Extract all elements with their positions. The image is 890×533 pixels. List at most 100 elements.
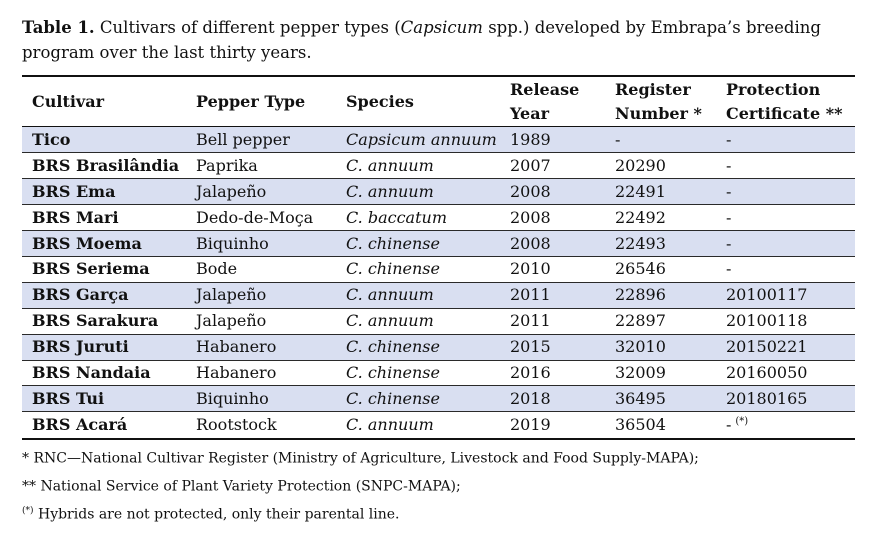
cell-cultivar: BRS Garça — [22, 281, 186, 309]
cell-species-text: C. annuum — [346, 414, 434, 434]
cell-cultivar-text: BRS Brasilândia — [32, 155, 180, 175]
cell-pepper-type-text: Biquinho — [196, 233, 269, 253]
header-cultivar: Cultivar — [32, 91, 105, 111]
cell-cultivar: BRS Mari — [22, 204, 186, 231]
cell-cultivar: BRS Nandaia — [22, 359, 186, 386]
cell-cultivar-text: BRS Ema — [32, 181, 116, 201]
cell-register-number-text: - — [615, 129, 621, 149]
table-row: BRS Tui Biquinho C. chinense 2018 36495 20180… — [22, 385, 855, 412]
cell-species-text: Capsicum annuum — [346, 129, 497, 149]
cell-species-text: C. chinense — [346, 337, 440, 357]
cell-release-year: 2015 — [500, 333, 605, 361]
cell-protection-certificate-text: - — [726, 414, 732, 434]
cell-pepper-type-text: Paprika — [196, 155, 258, 175]
cell-species-text: C. baccatum — [346, 207, 447, 227]
cell-release-year: 2010 — [500, 255, 605, 283]
caption-genus: Capsicum — [400, 18, 483, 37]
cell-protection-certificate-text: - — [726, 259, 732, 279]
cell-species: C. chinense — [336, 333, 500, 361]
cell-register-number-text: 22491 — [615, 181, 666, 201]
header-rule — [22, 126, 855, 127]
cell-protection-certificate: - — [716, 230, 855, 257]
cell-protection-certificate: - — [716, 127, 855, 153]
cell-register-number: 20290 — [605, 152, 716, 179]
table-header: Cultivar Pepper Type Species Release Yea… — [22, 77, 855, 127]
cell-register-number-text: 22896 — [615, 285, 666, 305]
cell-release-year-text: 2008 — [510, 207, 551, 227]
table-top-rule — [22, 75, 855, 77]
cell-pepper-type: Bode — [186, 255, 336, 283]
cell-pepper-type: Jalapeño — [186, 178, 336, 205]
table-row: BRS Nandaia Habanero C. chinense 2016 32009 2… — [22, 359, 855, 386]
cell-cultivar: BRS Brasilândia — [22, 152, 186, 179]
cell-species: C. chinense — [336, 359, 500, 386]
cell-register-number-text: 32009 — [615, 362, 666, 382]
cell-release-year-text: 2007 — [510, 155, 551, 175]
footnote-text: Hybrids are not protected, only their pa… — [33, 506, 400, 523]
cell-protection-certificate-text: 20100117 — [726, 285, 808, 305]
cell-register-number: 32010 — [605, 333, 716, 361]
cell-protection-certificate-text: 20160050 — [726, 362, 808, 382]
table-row: BRS Mari Dedo-de-Moça C. baccatum 2008 22492… — [22, 204, 855, 231]
cell-protection-certificate-text: 20150221 — [726, 337, 808, 357]
footnote-text: ** National Service of Plant Variety Pro… — [22, 478, 461, 495]
cell-protection-certificate: - — [716, 178, 855, 205]
cell-release-year-text: 2016 — [510, 362, 551, 382]
cell-cultivar: BRS Acará — [22, 411, 186, 438]
cell-species-text: C. annuum — [346, 181, 434, 201]
cell-species-text: C. annuum — [346, 155, 434, 175]
cell-protection-certificate: 20150221 — [716, 333, 855, 361]
table-caption: Table 1. Cultivars of different pepper t… — [22, 15, 877, 65]
cell-species: C. chinense — [336, 385, 500, 412]
header-release-year: Release Year — [510, 79, 580, 123]
caption-text-after: spp.) developed by Embrapa’s breeding pr… — [22, 18, 821, 62]
cell-cultivar-text: BRS Tui — [32, 388, 105, 408]
cell-register-number-text: 26546 — [615, 259, 666, 279]
cell-species: C. annuum — [336, 411, 500, 438]
cell-release-year-text: 1989 — [510, 129, 551, 149]
cell-pepper-type: Bell pepper — [186, 127, 336, 153]
cell-release-year: 2019 — [500, 411, 605, 438]
cell-pepper-type-text: Habanero — [196, 362, 277, 382]
cell-protection-certificate-text: - — [726, 181, 732, 201]
cell-pepper-type: Biquinho — [186, 385, 336, 412]
cell-release-year-text: 2015 — [510, 337, 551, 357]
cell-pepper-type-text: Bode — [196, 259, 238, 279]
cell-species: C. annuum — [336, 152, 500, 179]
table-row: BRS Acará Rootstock C. annuum 2019 36504 - (*) — [22, 411, 855, 438]
cell-cultivar: BRS Moema — [22, 230, 186, 257]
cell-release-year-text: 2011 — [510, 285, 551, 305]
footnote-text: * RNC—National Cultivar Register (Minist… — [22, 450, 699, 467]
cell-pepper-type: Rootstock — [186, 411, 336, 438]
cell-pepper-type: Jalapeño — [186, 307, 336, 335]
caption-text-before: Cultivars of different pepper types ( — [94, 18, 401, 37]
cell-pepper-type: Habanero — [186, 359, 336, 386]
table-row: BRS Moema Biquinho C. chinense 2008 22493 - — [22, 230, 855, 257]
cell-pepper-type: Biquinho — [186, 230, 336, 257]
cell-protection-certificate-text: - — [726, 155, 732, 175]
cell-pepper-type: Habanero — [186, 333, 336, 361]
cell-species-text: C. annuum — [346, 285, 434, 305]
hybrid-mark: (*) — [735, 415, 749, 427]
cell-species: C. annuum — [336, 178, 500, 205]
cell-pepper-type-text: Dedo-de-Moça — [196, 207, 314, 227]
cell-cultivar: BRS Seriema — [22, 255, 186, 283]
caption-label: Table 1. — [22, 18, 95, 37]
cell-release-year: 2007 — [500, 152, 605, 179]
cell-protection-certificate: - — [716, 255, 855, 283]
cell-register-number: 36495 — [605, 385, 716, 412]
cell-register-number-text: 36504 — [615, 414, 666, 434]
cell-species: C. annuum — [336, 307, 500, 335]
cell-protection-certificate-text: - — [726, 129, 732, 149]
cell-pepper-type-text: Jalapeño — [196, 285, 267, 305]
cultivar-table: Cultivar Pepper Type Species Release Yea… — [22, 75, 855, 440]
cell-species: Capsicum annuum — [336, 127, 500, 153]
cell-pepper-type-text: Rootstock — [196, 414, 277, 434]
cell-protection-certificate-text: - — [726, 233, 732, 253]
cell-species-text: C. chinense — [346, 362, 440, 382]
cell-protection-certificate-text: 20180165 — [726, 388, 808, 408]
cell-register-number: 22492 — [605, 204, 716, 231]
cell-register-number: 22897 — [605, 307, 716, 335]
cell-protection-certificate: 20160050 — [716, 359, 855, 386]
table-row: BRS Ema Jalapeño C. annuum 2008 22491 - — [22, 178, 855, 205]
